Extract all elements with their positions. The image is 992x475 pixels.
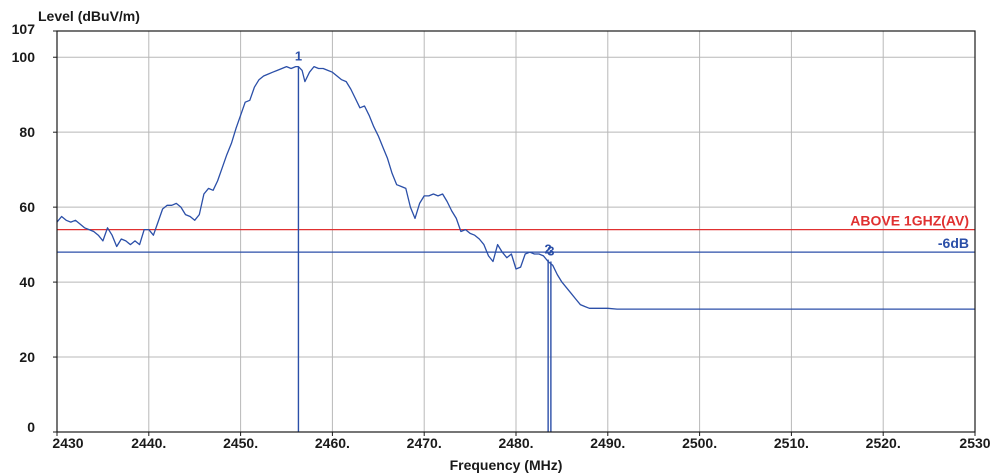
marker-label: 3 xyxy=(547,243,554,258)
series-line xyxy=(56,65,975,310)
y-tick-label: 100 xyxy=(12,49,36,65)
x-tick-label: 2440. xyxy=(131,435,166,451)
y-tick-label: 107 xyxy=(12,21,36,37)
y-tick-label: 60 xyxy=(19,199,35,215)
y-tick-labels: 0 20 40 60 80 100 107 xyxy=(12,21,57,435)
reference-line-label: ABOVE 1GHZ(AV) xyxy=(850,213,969,229)
x-tick-label: 2510. xyxy=(774,435,809,451)
y-tick-label: 20 xyxy=(19,349,35,365)
x-tick-label: 2520. xyxy=(866,435,901,451)
x-tick-label: 2450. xyxy=(223,435,258,451)
y-axis-label: Level (dBuV/m) xyxy=(38,8,140,24)
series xyxy=(56,65,975,310)
grid xyxy=(56,31,976,432)
y-tick-label: 40 xyxy=(19,274,35,290)
y-tick-label: 0 xyxy=(27,419,35,435)
reference-lines: ABOVE 1GHZ(AV) -6dB xyxy=(57,213,975,253)
x-tick-labels: 2430 2440. 2450. 2460. 2470. 2480. 2490. 2500. 2… xyxy=(52,432,991,451)
x-tick-label: 2530 xyxy=(959,435,990,451)
x-tick-label: 2480. xyxy=(498,435,533,451)
x-tick-label: 2430 xyxy=(52,435,83,451)
x-tick-label: 2460. xyxy=(315,435,350,451)
reference-line-label: -6dB xyxy=(938,235,969,251)
markers: 1 23 xyxy=(295,49,555,432)
marker-label: 2 xyxy=(545,242,552,257)
x-tick-label: 2500. xyxy=(682,435,717,451)
marker-label: 1 xyxy=(295,49,302,64)
x-tick-label: 2490. xyxy=(590,435,625,451)
x-tick-label: 2470. xyxy=(407,435,442,451)
y-tick-label: 80 xyxy=(19,124,35,140)
x-axis-label: Frequency (MHz) xyxy=(450,457,563,473)
